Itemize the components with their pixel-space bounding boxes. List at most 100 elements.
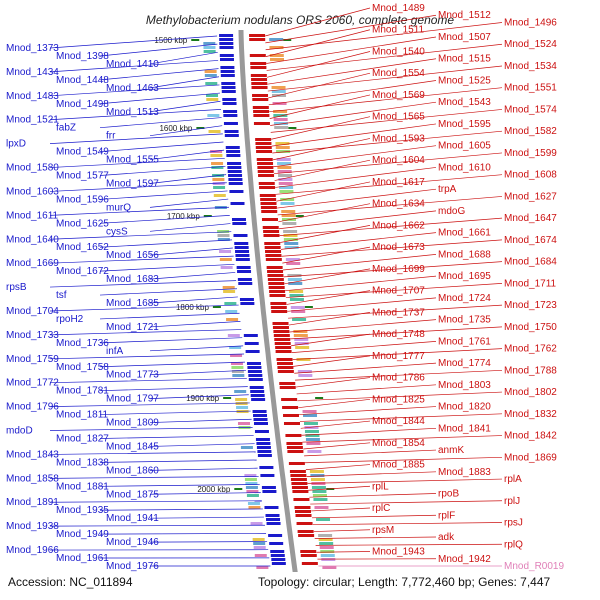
gene-label-right: rpsJ — [504, 518, 523, 529]
gene-label-right: Mnod_1854 — [372, 438, 425, 449]
gene-label-left: Mnod_1704 — [6, 306, 59, 317]
cog-feature-right — [312, 490, 327, 493]
leader-line-left — [99, 337, 243, 344]
cog-feature-right — [316, 518, 331, 521]
gene-label-left: murQ — [106, 202, 131, 213]
left-strand-gene — [228, 174, 243, 177]
leader-line-left — [99, 386, 248, 392]
cog-feature-left — [244, 478, 257, 481]
right-strand-gene — [260, 202, 277, 205]
gene-label-left: Mnod_1498 — [56, 99, 109, 110]
left-strand-gene — [261, 486, 276, 489]
right-strand-gene — [249, 34, 266, 37]
right-strand-gene — [256, 150, 273, 153]
gene-label-left: Mnod_1513 — [106, 107, 159, 118]
right-strand-gene — [264, 246, 281, 249]
right-leader-lines — [265, 7, 503, 567]
gene-label-left: tsf — [56, 290, 67, 301]
cog-feature-left — [223, 290, 236, 293]
gene-label-right: Mnod_1786 — [372, 373, 425, 384]
cog-feature-left — [250, 522, 263, 525]
leader-line-left — [149, 345, 244, 352]
gene-label-right: rplL — [372, 481, 389, 492]
gene-label-right: rplQ — [504, 539, 523, 550]
left-strand-gene — [265, 514, 280, 517]
left-strand-gene — [221, 90, 236, 93]
left-strand-gene — [254, 430, 269, 433]
cog-feature-right — [280, 202, 295, 205]
right-strand-gene — [300, 550, 317, 553]
leader-line-right — [275, 167, 437, 188]
right-strand-gene — [287, 450, 304, 453]
left-strand-gene — [237, 270, 252, 273]
cog-feature-right — [296, 358, 311, 361]
right-strand-gene — [249, 38, 266, 41]
leader-line-right — [279, 217, 503, 236]
leader-line-right — [294, 362, 437, 374]
gene-label-left: Mnod_1683 — [106, 274, 159, 285]
cog-feature-left — [234, 390, 247, 393]
leader-line-right — [282, 246, 371, 264]
cog-feature-left — [254, 554, 267, 557]
right-strand-gene — [260, 206, 277, 209]
leader-line-left — [99, 43, 218, 57]
cog-feature-left — [246, 490, 259, 493]
gene-label-left: Mnod_1611 — [6, 210, 59, 221]
left-strand-gene — [219, 46, 234, 49]
cog-feature-right — [277, 170, 292, 173]
gene-label-right: Mnod_1788 — [504, 365, 557, 376]
leader-line-left — [99, 92, 221, 105]
gene-label-left: Mnod_1758 — [56, 362, 109, 373]
leader-line-left — [149, 51, 218, 65]
cog-feature-right — [307, 450, 322, 453]
right-strand-gene — [292, 490, 309, 493]
leader-line-right — [285, 283, 503, 298]
leader-line-left — [149, 174, 227, 184]
left-strand-gene — [256, 446, 271, 449]
cog-feature-left — [210, 154, 223, 157]
leader-line-right — [311, 514, 437, 519]
leader-line-left — [49, 157, 225, 168]
cog-feature-right — [290, 306, 305, 309]
right-strand-gene — [256, 158, 273, 161]
right-strand-gene — [276, 362, 293, 365]
tick-label: 2000 kbp — [197, 485, 230, 494]
left-strand-gene — [227, 170, 242, 173]
right-strand-gene — [279, 386, 296, 389]
right-strand-gene — [274, 342, 291, 345]
leader-line-right — [271, 123, 437, 147]
right-strand-gene — [262, 226, 279, 229]
right-strand-gene — [294, 506, 311, 509]
right-strand-gene — [281, 398, 298, 401]
left-strand-gene — [219, 54, 234, 57]
right-strand-gene — [257, 162, 274, 165]
right-strand-gene — [290, 478, 307, 481]
right-strand-gene — [272, 322, 289, 325]
leader-line-right — [292, 348, 503, 360]
gene-label-right: Mnod_1595 — [438, 119, 491, 130]
right-strand-gene — [251, 86, 268, 89]
leader-line-left — [99, 410, 251, 415]
left-strand-gene — [253, 418, 268, 421]
leader-line-right — [290, 326, 503, 340]
cog-feature-right — [278, 178, 293, 181]
gene-label-right: Mnod_1761 — [438, 336, 491, 347]
cog-feature-right — [282, 222, 297, 225]
cog-feature-left — [203, 42, 216, 45]
cog-feature-right — [284, 242, 299, 245]
left-strand-gene — [268, 534, 283, 537]
cog-feature-right — [274, 126, 289, 129]
gene-label-right: Mnod_R0019 — [504, 561, 564, 572]
left-strand-gene — [240, 302, 255, 305]
cog-feature-left — [235, 398, 248, 401]
leader-line-left — [99, 117, 222, 129]
right-strand-gene — [257, 166, 274, 169]
right-strand-gene — [270, 302, 287, 305]
gene-label-right: Mnod_1524 — [504, 39, 557, 50]
leader-line-right — [289, 319, 437, 333]
gene-label-right: rplA — [504, 474, 522, 485]
leader-line-left — [49, 255, 234, 264]
cog-feature-left — [206, 98, 219, 101]
right-strand-gene — [283, 422, 300, 425]
cog-feature-left — [245, 486, 258, 489]
